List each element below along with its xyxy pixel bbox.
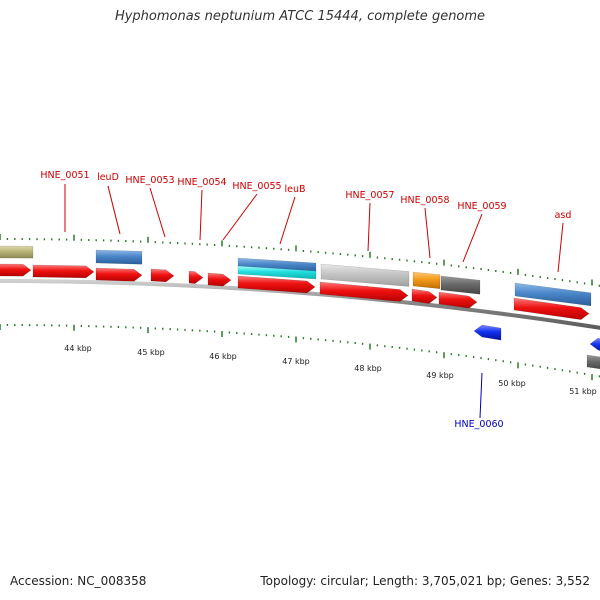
- gene-label: HNE_0051: [40, 170, 89, 181]
- genome-backbone: [0, 278, 600, 330]
- gene-leader-line: [107, 185, 121, 235]
- scale-label: 46 kbp: [209, 352, 237, 361]
- scale-label: 51 kbp: [569, 387, 597, 396]
- scale-label: 48 kbp: [354, 364, 382, 373]
- scale-label: 47 kbp: [282, 357, 310, 366]
- cds-arrow-2: [95, 267, 143, 282]
- cds-arrow-0: [0, 263, 32, 277]
- gene-leader-line: [479, 372, 483, 419]
- cds-arrow-1: [32, 264, 95, 279]
- gene-label: leuD: [97, 172, 119, 183]
- gene-label: HNE_0055: [232, 181, 281, 192]
- gene-label: leuB: [284, 184, 305, 195]
- feature-bar-leuD: [95, 249, 143, 265]
- scale-label: 50 kbp: [498, 379, 526, 388]
- gene-leader-line: [222, 193, 258, 241]
- gene-label: HNE_0057: [345, 190, 394, 201]
- gene-label: HNE_0054: [177, 177, 226, 188]
- gene-label: HNE_0060: [454, 419, 503, 430]
- feature-bar-asd: [514, 282, 592, 307]
- cds-arrow-7: [319, 281, 409, 302]
- feature-bar-gray: [320, 263, 410, 287]
- cds-arrow-3: [150, 268, 175, 283]
- cds-arrow-6: [237, 275, 316, 294]
- gene-leader-line: [199, 189, 203, 241]
- genome-summary-text: Topology: circular; Length: 3,705,021 bp…: [260, 574, 590, 588]
- gene-leader-line: [424, 207, 431, 259]
- scale-label: 44 kbp: [64, 344, 92, 353]
- feature-bar-dark: [440, 275, 481, 295]
- gene-leader-line: [279, 196, 296, 245]
- feature-bar-orange: [412, 271, 441, 289]
- map-title: Hyphomonas neptunium ATCC 15444, complet…: [114, 9, 486, 24]
- cds-arrow-4: [188, 270, 204, 284]
- gene-label: HNE_0059: [457, 201, 506, 212]
- cds-arrow-9: [438, 291, 478, 309]
- gene-label: HNE_0058: [400, 195, 449, 206]
- feature-bar-leuB-cyan: [237, 265, 317, 280]
- accession-text: Accession: NC_008358: [10, 574, 147, 588]
- cds-arrow-10: [513, 297, 590, 320]
- feature-bar-dark-edge: [586, 354, 600, 370]
- scale-label: 49 kbp: [426, 371, 454, 380]
- gene-leader-line: [367, 202, 371, 252]
- feature-bar-olive: [0, 245, 34, 259]
- gene-leader-line: [557, 222, 564, 273]
- cds-arrow-8: [411, 288, 438, 304]
- gene-label: asd: [555, 210, 572, 221]
- gene-leader-line: [149, 187, 166, 238]
- gene-leader-line: [462, 213, 483, 263]
- reverse-cds-arrow-0: [473, 324, 502, 341]
- reverse-cds-arrow-1: [589, 337, 600, 351]
- cds-arrow-5: [207, 272, 232, 287]
- scale-label: 45 kbp: [137, 348, 165, 357]
- gene-label: HNE_0053: [125, 175, 174, 186]
